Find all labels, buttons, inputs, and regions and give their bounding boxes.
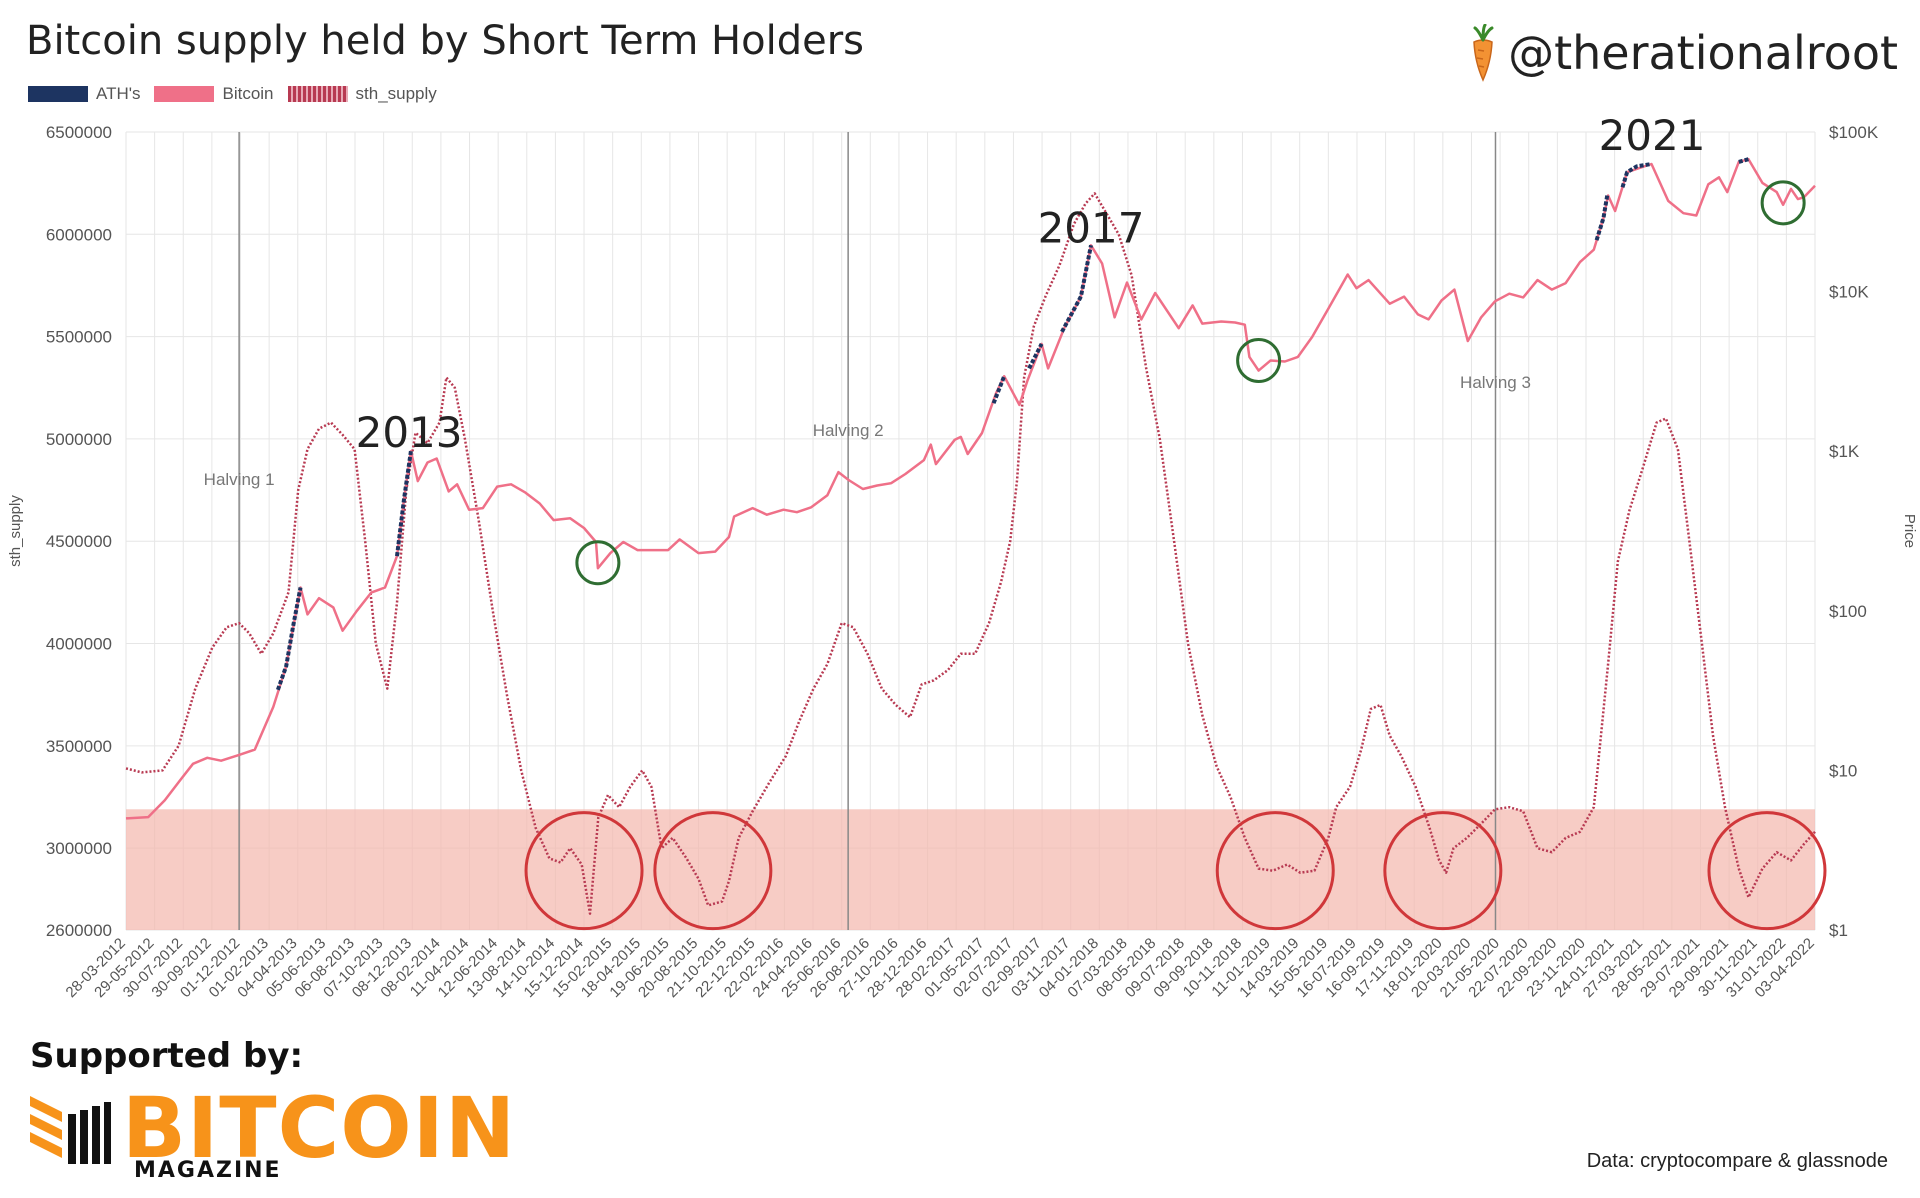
legend-label-sth-supply: sth_supply: [355, 84, 437, 103]
series-ath-segment: [1738, 157, 1750, 164]
y-left-tick-label: 6500000: [46, 123, 112, 142]
y-right-tick-label: $1: [1829, 921, 1848, 940]
y-left-tick-label: 5500000: [46, 328, 112, 347]
y-right-tick-label: $100K: [1829, 123, 1879, 142]
chart-svg: 28-03-201229-05-201230-07-201230-09-2012…: [7, 111, 1918, 1001]
legend-swatch-bitcoin: [154, 86, 215, 102]
legend-label-bitcoin: Bitcoin: [222, 84, 274, 103]
bitcoin-magazine-logo[interactable]: BITCOIN MAGAZINE: [28, 1079, 517, 1183]
series-ath-segment: [1060, 244, 1093, 333]
cycle-year-label: 2017: [1038, 203, 1145, 252]
green-highlight-circle: [575, 540, 621, 586]
red-highlight-circle: [1383, 811, 1503, 931]
handle-text: @therationalroot: [1508, 26, 1898, 80]
y-left-tick-label: 6000000: [46, 225, 112, 244]
legend: ATH's Bitcoin sth_supply: [28, 84, 451, 104]
y-left-tick-label: 5000000: [46, 430, 112, 449]
series-ath-segment: [1027, 342, 1044, 370]
red-highlight-circle: [524, 811, 644, 931]
cycle-year-label: 2021: [1599, 111, 1706, 160]
legend-item-bitcoin[interactable]: Bitcoin: [154, 84, 274, 104]
y-left-tick-label: 4000000: [46, 635, 112, 654]
supported-by-label: Supported by:: [30, 1036, 304, 1076]
y-left-tick-label: 4500000: [46, 532, 112, 551]
cycle-year-label: 2013: [356, 408, 463, 457]
y-right-tick-label: $100: [1829, 602, 1867, 621]
green-highlight-circle: [1236, 338, 1282, 384]
series-ath-segment: [395, 450, 413, 557]
brand-wordmark: BITCOIN: [122, 1079, 517, 1177]
halving-label: Halving 3: [1460, 373, 1531, 392]
legend-item-ath[interactable]: ATH's: [28, 84, 140, 104]
chart-title: Bitcoin supply held by Short Term Holder…: [26, 18, 864, 64]
series-ath-segment: [1594, 195, 1610, 241]
legend-swatch-sth-supply: [287, 86, 348, 102]
y-left-tick-label: 2600000: [46, 921, 112, 940]
low-supply-band: [126, 809, 1815, 930]
legend-item-sth-supply[interactable]: sth_supply: [287, 84, 437, 104]
green-highlight-circle: [1760, 180, 1806, 226]
series-ath-segment: [276, 587, 303, 691]
carrot-icon: [1473, 24, 1494, 82]
y-right-tick-label: $10K: [1829, 283, 1869, 302]
author-handle[interactable]: @therationalroot: [1466, 24, 1898, 82]
brand-subtitle: MAGAZINE: [134, 1158, 282, 1183]
series-ath-segment: [1620, 162, 1652, 188]
y-right-axis-label: Price: [1901, 514, 1918, 548]
bitcoin-magazine-emblem-icon: [30, 1096, 111, 1164]
y-left-axis-label: sth_supply: [7, 495, 24, 567]
halving-label: Halving 2: [813, 421, 884, 440]
data-source-note: Data: cryptocompare & glassnode: [1586, 1150, 1888, 1172]
series-line-bitcoin: [125, 157, 1816, 820]
red-highlight-circle: [1707, 811, 1827, 931]
y-left-tick-label: 3500000: [46, 737, 112, 756]
y-right-tick-label: $1K: [1829, 442, 1860, 461]
red-highlight-circle: [653, 811, 773, 931]
red-highlight-circle: [1215, 811, 1335, 931]
series-ath-segment: [991, 375, 1007, 404]
legend-label-ath: ATH's: [96, 84, 141, 103]
y-right-tick-label: $10: [1829, 761, 1857, 780]
series-line-sth-supply: [125, 192, 1816, 915]
halving-label: Halving 1: [204, 470, 275, 489]
legend-swatch-ath: [28, 86, 88, 102]
y-left-tick-label: 3000000: [46, 839, 112, 858]
